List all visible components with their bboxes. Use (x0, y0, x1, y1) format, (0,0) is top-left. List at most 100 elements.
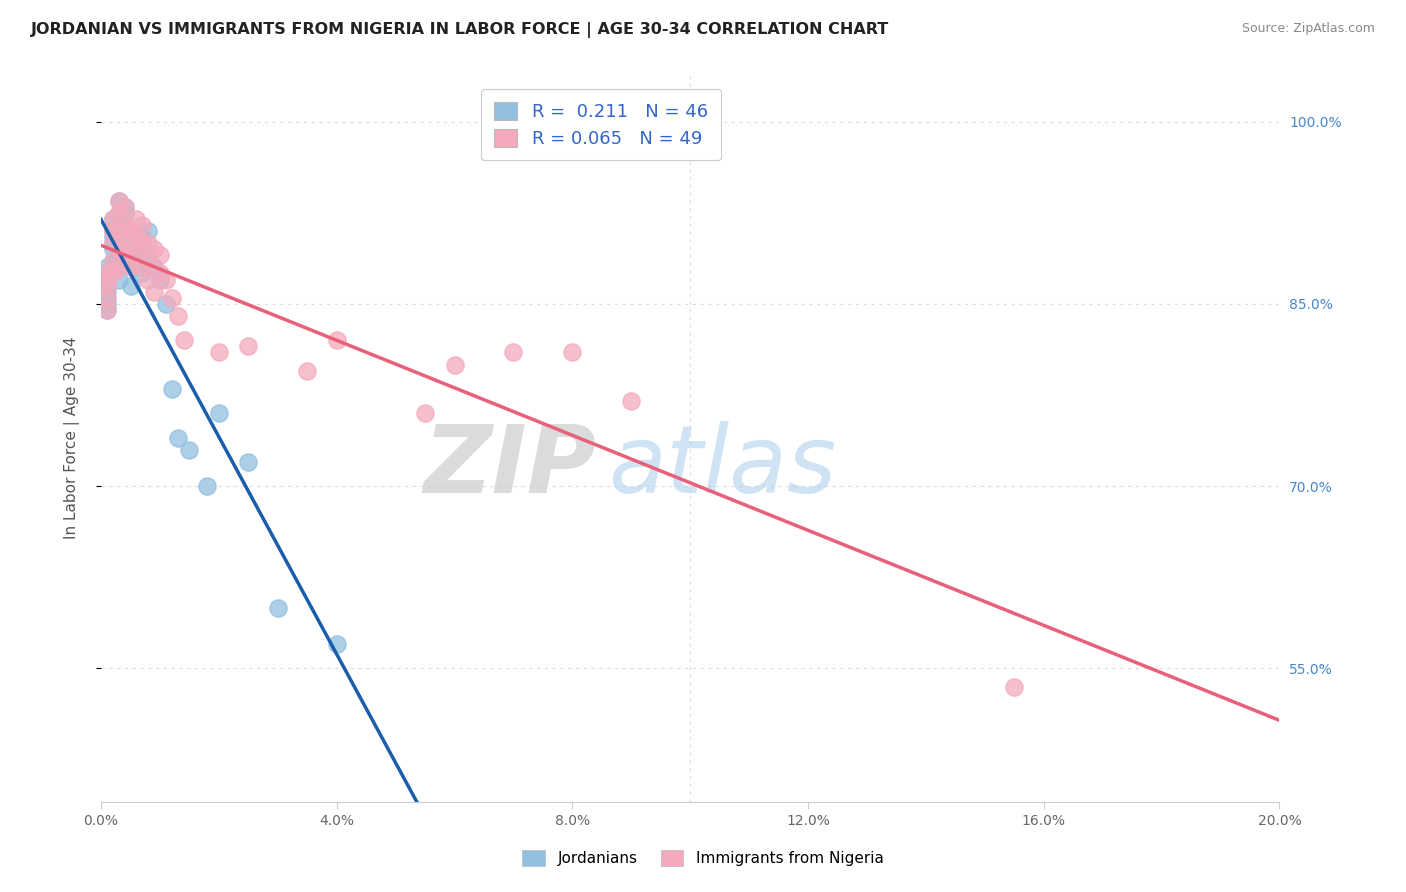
Point (101, 224, 124, 238)
Point (101, 211, 124, 226)
Point (120, 260, 142, 275)
Point (131, 260, 153, 275)
Point (96, 272, 118, 286)
Text: atlas: atlas (607, 421, 837, 512)
Point (96, 285, 118, 299)
Point (325, 334, 347, 348)
Point (238, 455, 260, 469)
Point (114, 200, 136, 214)
Point (101, 267, 124, 281)
Point (1002, 680, 1025, 694)
Point (208, 345, 231, 359)
Point (107, 218, 129, 232)
Point (114, 218, 136, 232)
Point (443, 358, 465, 372)
Point (120, 236, 142, 251)
Point (155, 272, 177, 286)
Point (96, 302, 118, 317)
Point (120, 278, 142, 293)
Point (195, 479, 218, 493)
Point (114, 218, 136, 232)
Point (107, 194, 129, 208)
Point (96, 267, 118, 281)
Point (160, 291, 183, 305)
Point (155, 297, 177, 311)
Point (131, 218, 153, 232)
Point (107, 242, 129, 256)
Point (96, 291, 118, 305)
Point (131, 230, 153, 244)
Point (96, 267, 118, 281)
Text: ZIP: ZIP (423, 421, 596, 513)
Point (107, 260, 129, 275)
Point (114, 242, 136, 256)
Point (101, 236, 124, 251)
Point (96, 302, 118, 317)
Point (136, 224, 159, 238)
Point (120, 242, 142, 256)
Point (267, 600, 290, 615)
Point (120, 254, 142, 268)
Point (120, 224, 142, 238)
Point (96, 278, 118, 293)
Point (114, 230, 136, 244)
Text: Source: ZipAtlas.com: Source: ZipAtlas.com (1241, 22, 1375, 36)
Point (143, 260, 166, 275)
Point (149, 267, 172, 281)
Point (114, 200, 136, 214)
Point (107, 242, 129, 256)
Point (107, 205, 129, 219)
Point (96, 272, 118, 286)
Point (120, 248, 142, 262)
Point (101, 254, 124, 268)
Point (96, 260, 118, 275)
Point (297, 364, 319, 378)
Point (96, 297, 118, 311)
Point (107, 260, 129, 275)
Point (143, 242, 166, 256)
Point (101, 224, 124, 238)
Point (114, 248, 136, 262)
Point (107, 272, 129, 286)
Point (125, 211, 148, 226)
Point (173, 334, 195, 348)
Point (101, 230, 124, 244)
Point (125, 242, 148, 256)
Point (208, 406, 231, 420)
Point (114, 224, 136, 238)
Point (160, 382, 183, 396)
Text: JORDANIAN VS IMMIGRANTS FROM NIGERIA IN LABOR FORCE | AGE 30-34 CORRELATION CHAR: JORDANIAN VS IMMIGRANTS FROM NIGERIA IN … (31, 22, 889, 38)
Point (96, 291, 118, 305)
Legend: Jordanians, Immigrants from Nigeria: Jordanians, Immigrants from Nigeria (515, 842, 891, 873)
Point (136, 236, 159, 251)
Point (131, 267, 153, 281)
Point (149, 248, 172, 262)
Point (107, 224, 129, 238)
Point (101, 211, 124, 226)
Point (149, 272, 172, 286)
Point (125, 260, 148, 275)
Point (620, 394, 643, 409)
Point (131, 236, 153, 251)
Point (413, 406, 436, 420)
Point (238, 339, 260, 353)
Point (125, 248, 148, 262)
Point (136, 248, 159, 262)
Point (107, 194, 129, 208)
Point (325, 637, 347, 651)
Point (136, 254, 159, 268)
Legend: R =  0.211   N = 46, R = 0.065   N = 49: R = 0.211 N = 46, R = 0.065 N = 49 (481, 89, 721, 161)
Point (96, 278, 118, 293)
Point (101, 242, 124, 256)
Point (166, 309, 188, 323)
Point (114, 205, 136, 219)
Y-axis label: In Labor Force | Age 30-34: In Labor Force | Age 30-34 (65, 336, 80, 539)
Point (561, 345, 583, 359)
Point (101, 254, 124, 268)
Point (502, 345, 524, 359)
Point (101, 236, 124, 251)
Point (179, 442, 201, 457)
Point (125, 230, 148, 244)
Point (166, 431, 188, 445)
Point (107, 205, 129, 219)
